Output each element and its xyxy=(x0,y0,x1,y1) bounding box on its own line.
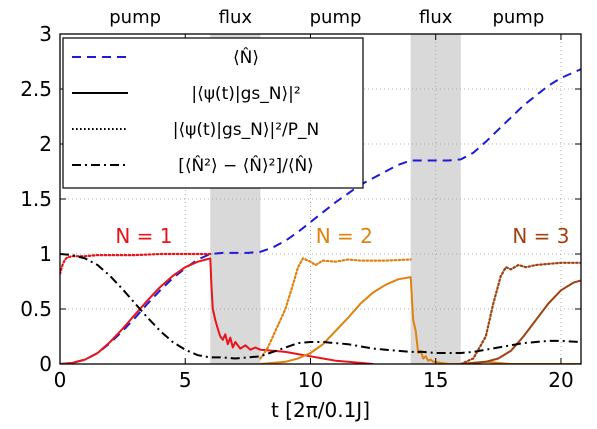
x-tick-label: 0 xyxy=(54,368,67,392)
series-line-7 xyxy=(459,261,581,364)
y-tick-label: 1.5 xyxy=(20,187,52,211)
phase-label-5: pump xyxy=(492,7,544,28)
series-line-8 xyxy=(60,253,581,360)
phase-label-2: flux xyxy=(219,7,253,28)
series-line-1 xyxy=(60,68,581,364)
y-tick-label: 2.5 xyxy=(20,77,52,101)
x-axis-label: t [2π/0.1J] xyxy=(271,398,370,422)
legend-label-4: [⟨N̂²⟩ − ⟨N̂⟩²]/⟨N̂⟩ xyxy=(178,155,314,176)
phase-label-3: pump xyxy=(310,7,362,28)
series-line-5 xyxy=(259,257,412,360)
x-tick-label: 5 xyxy=(179,368,192,392)
y-tick-label: 3 xyxy=(39,22,52,46)
series-line-6 xyxy=(460,279,581,364)
x-tick-label: 10 xyxy=(298,368,323,392)
legend-label-3: |⟨ψ(t)|gs_N⟩|²/P_N xyxy=(173,120,319,140)
series-line-3 xyxy=(60,252,212,275)
legend-label-1: ⟨N̂⟩ xyxy=(233,47,259,68)
x-tick-label: 20 xyxy=(548,368,573,392)
legend-box xyxy=(62,37,364,189)
phase-label-1: pump xyxy=(109,7,161,28)
phase-label-4: flux xyxy=(419,7,453,28)
y-tick-label: 0 xyxy=(39,352,52,376)
y-tick-label: 2 xyxy=(39,132,52,156)
y-tick-label: 0.5 xyxy=(20,297,52,321)
x-tick-label: 15 xyxy=(423,368,448,392)
annotation-label-3: N = 3 xyxy=(512,224,569,248)
annotation-label-2: N = 2 xyxy=(316,224,373,248)
y-tick-label: 1 xyxy=(39,242,52,266)
annotation-label-1: N = 1 xyxy=(115,224,172,248)
series-line-2 xyxy=(60,257,374,364)
legend-label-2: |⟨ψ(t)|gs_N⟩|² xyxy=(191,84,300,104)
